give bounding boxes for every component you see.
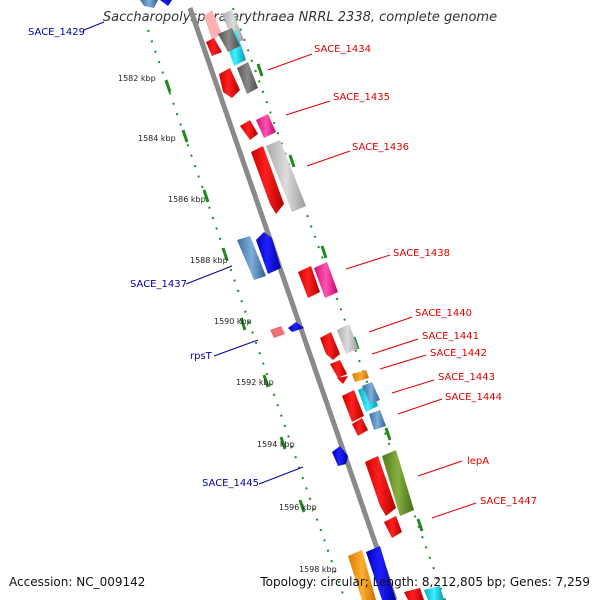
tick-label-1590: 1590 kbp [214,317,252,326]
gene-sace1436[interactable] [251,146,284,214]
gene-label-lepA: lepA [467,456,489,467]
inner-strand-genes [140,0,348,466]
gene-sace1443[interactable] [342,390,364,422]
gene-label-sace1445: SACE_1445 [202,478,259,489]
topology-label: Topology: circular; Length: 8,212,805 bp… [260,575,590,589]
gene-sace1435[interactable] [256,114,276,138]
tick-label-1592: 1592 kbp [236,378,274,387]
gene-sace1437[interactable] [256,232,281,274]
gene-lepA[interactable] [365,456,396,516]
gene-sace1437a[interactable] [237,236,266,280]
gene-label-sace1447: SACE_1447 [480,496,537,507]
gene-label-rpsT: rpsT [190,351,213,362]
gene-lepA-b[interactable] [382,450,414,516]
gene-sace1434a[interactable] [206,38,222,56]
gene-sace1433[interactable] [204,10,222,40]
gene-sace1438[interactable] [314,262,338,298]
gene-label-sace1437: SACE_1437 [130,279,187,290]
gene-sace1440b[interactable] [337,324,358,354]
gene-sace1435a[interactable] [240,120,258,140]
tick-label-1596: 1596 kbp [279,503,317,512]
gene-label-sace1436: SACE_1436 [352,142,409,153]
genome-backbone [187,7,398,600]
gene-sace1440[interactable] [320,332,340,360]
gene-sace1443c[interactable] [362,382,380,404]
gene-sace1442b[interactable] [352,370,369,382]
gene-sace1444[interactable] [352,418,368,436]
gene-sace1448a[interactable] [348,550,376,600]
gene-sace1433b[interactable] [222,10,244,44]
tick-label-1588: 1588 kbp [190,256,228,265]
label-leaders [83,21,477,519]
map-title: Saccharopolyspora erythraea NRRL 2338, c… [102,10,498,25]
gene-sace1436b[interactable] [266,140,306,212]
accession-label: Accession: NC_009142 [9,575,146,589]
gene-label-sace1442: SACE_1442 [430,348,487,359]
gene-sace1442[interactable] [337,376,348,384]
gene-sace1434d[interactable] [237,62,258,94]
gene-sace1429[interactable] [140,0,158,8]
gene-sace1441[interactable] [330,360,347,378]
inner-tick-ring [147,29,346,600]
tick-label-1586: 1586 kbp [168,195,206,204]
gene-label-sace1438: SACE_1438 [393,248,450,259]
gene-label-sace1443: SACE_1443 [438,372,495,383]
gene-label-sace1435: SACE_1435 [333,92,390,103]
tick-label-1598: 1598 kbp [299,565,337,574]
gene-sace1438a[interactable] [298,266,320,298]
major-ticks [164,63,424,532]
gene-rpsT-a[interactable] [270,326,285,338]
gene-label-sace1441: SACE_1441 [422,331,479,342]
gene-label-sace1444: SACE_1444 [445,392,502,403]
gene-sace1434c[interactable] [218,28,240,52]
gene-label-sace1434: SACE_1434 [314,44,371,55]
tick-label-1584: 1584 kbp [138,134,176,143]
tick-label-1582: 1582 kbp [118,74,156,83]
outer-strand-genes [204,10,444,600]
gene-sace1448d[interactable] [424,586,444,600]
tick-label-1594: 1594 kbp [257,440,295,449]
gene-sace1444b[interactable] [369,410,386,430]
gene-label-sace1440: SACE_1440 [415,308,472,319]
gene-label-sace1429: SACE_1429 [28,27,85,38]
gene-sace1448b[interactable] [366,546,396,600]
gene-sace1448c[interactable] [404,588,424,600]
gene-sace1434[interactable] [219,68,240,98]
gene-sace1429b[interactable] [160,0,172,6]
gene-sace1447[interactable] [384,516,402,538]
gene-rpsT[interactable] [288,322,304,332]
gene-sace1445[interactable] [332,446,348,466]
